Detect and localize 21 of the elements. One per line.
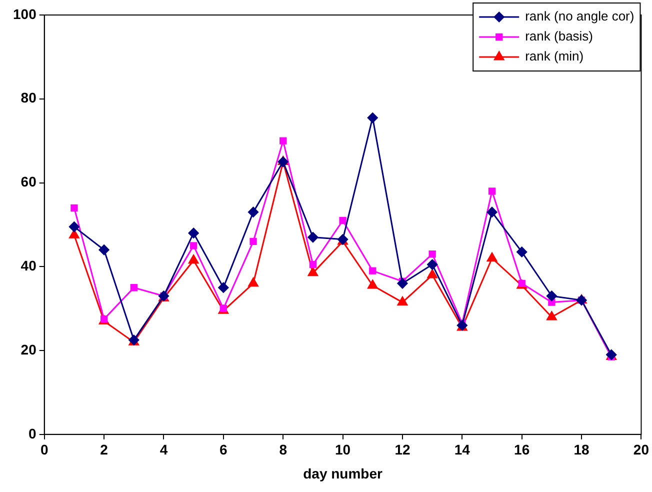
y-tick-label: 60 <box>20 174 37 190</box>
x-tick-label: 14 <box>454 442 470 458</box>
y-tick-label: 0 <box>28 425 37 442</box>
x-tick-label: 10 <box>334 442 351 458</box>
y-tick-label: 20 <box>20 341 37 358</box>
x-tick-label: 0 <box>40 442 48 458</box>
y-tick-label: 40 <box>20 258 37 274</box>
x-tick-label: 16 <box>514 442 530 458</box>
x-tick-label: 4 <box>160 442 168 458</box>
x-tick-label: 20 <box>633 442 650 458</box>
y-tick-label: 80 <box>20 90 37 106</box>
x-tick-label: 18 <box>574 442 590 458</box>
x-axis-title: day number <box>303 465 384 482</box>
x-tick-label: 8 <box>279 442 288 458</box>
y-tick-label: 100 <box>13 6 37 22</box>
x-tick-label: 2 <box>100 442 108 458</box>
x-tick-label: 12 <box>394 442 410 458</box>
legend-label: rank (no angle cor) <box>525 8 634 24</box>
legend-label: rank (min) <box>525 48 584 64</box>
x-tick-label: 6 <box>220 442 228 458</box>
legend-label: rank (basis) <box>525 28 594 44</box>
